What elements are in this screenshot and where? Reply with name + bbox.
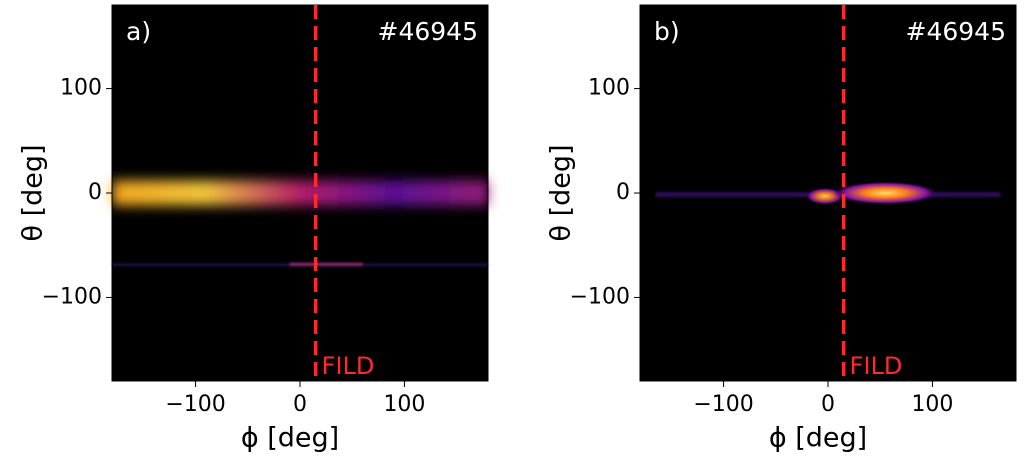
panel-label: a) [126, 17, 151, 46]
heatmap-image [112, 180, 488, 266]
shot-number: #46945 [906, 17, 1006, 46]
x-tick-label: 100 [911, 392, 953, 417]
heatmap-image [655, 181, 1001, 205]
y-tick-label: −100 [570, 284, 630, 309]
y-tick-label: −100 [42, 284, 102, 309]
panel: −100 0 100 −100 0 100 ϕ [deg] θ [deg] FILD a) #469… [18, 4, 489, 454]
y-axis-label: θ [deg] [18, 144, 49, 241]
x-tick-label: 100 [383, 392, 425, 417]
intensity [112, 180, 488, 206]
intensity [833, 181, 938, 205]
x-tick-label: −100 [693, 392, 753, 417]
fild-label: FILD [322, 352, 375, 380]
y-tick-label: 0 [616, 180, 630, 205]
y-tick-label: 100 [60, 76, 102, 101]
x-axis-label: ϕ [deg] [769, 423, 867, 454]
y-tick-label: 100 [588, 76, 630, 101]
y-tick-label: 0 [88, 180, 102, 205]
x-tick-label: 0 [293, 392, 307, 417]
x-tick-label: −100 [165, 392, 225, 417]
x-axis-label: ϕ [deg] [241, 423, 339, 454]
panel: −100 0 100 −100 0 100 ϕ [deg] θ [deg] FILD b) #469… [546, 4, 1017, 454]
intensity [289, 262, 363, 266]
fild-label: FILD [850, 352, 903, 380]
y-axis-label: θ [deg] [546, 144, 577, 241]
x-tick-label: 0 [821, 392, 835, 417]
shot-number: #46945 [378, 17, 478, 46]
panel-label: b) [654, 17, 680, 46]
